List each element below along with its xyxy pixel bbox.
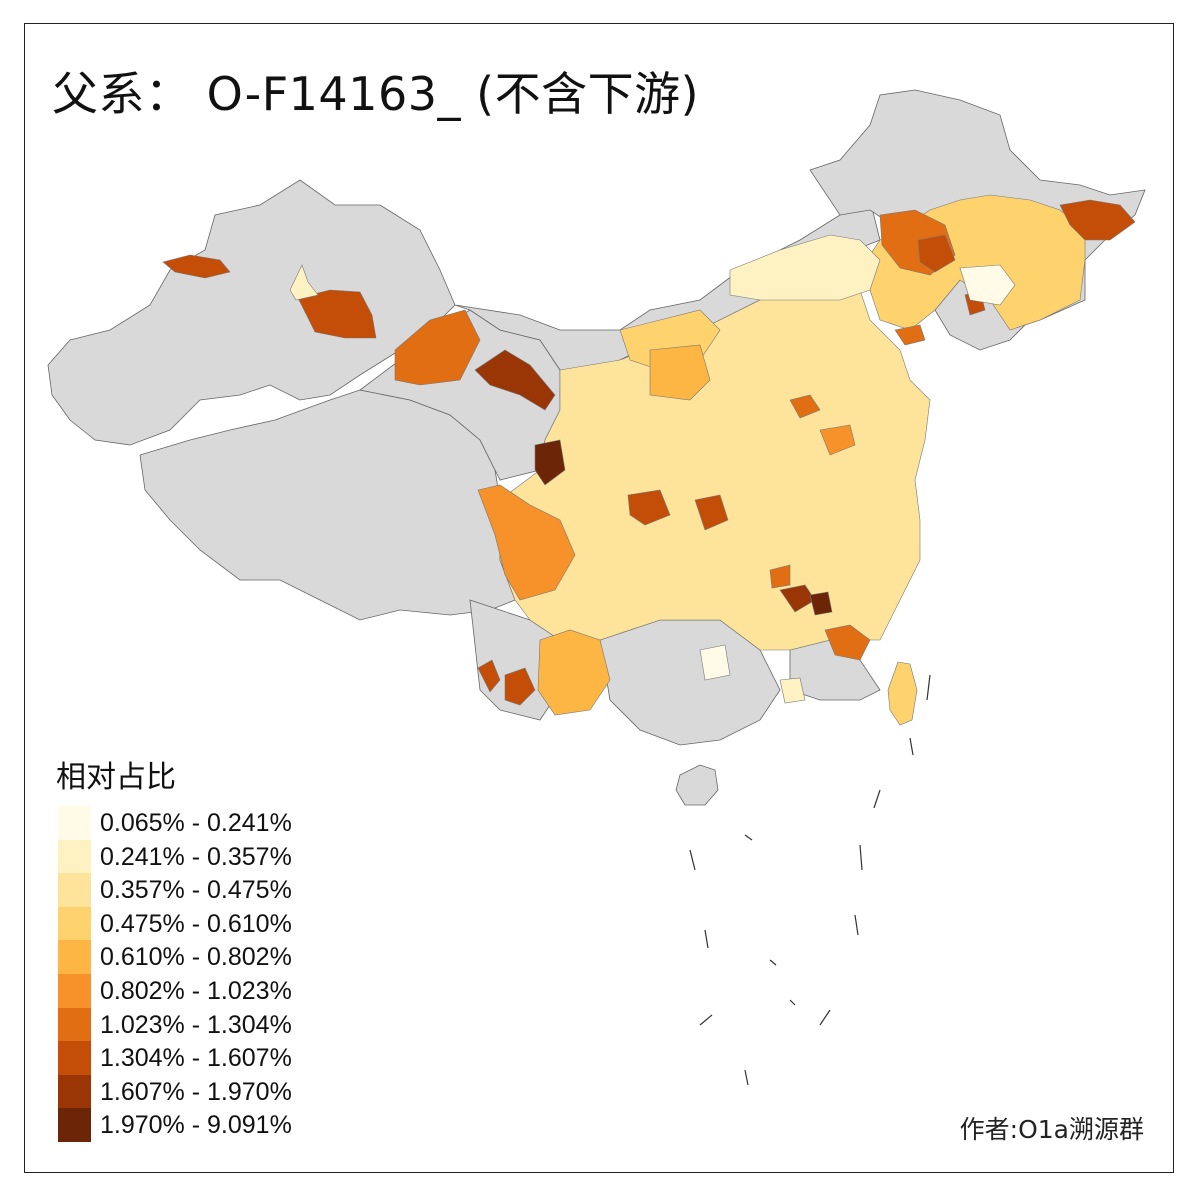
legend-swatch	[58, 1074, 91, 1109]
legend-label: 0.357% - 0.475%	[100, 876, 292, 905]
legend-swatch	[58, 873, 91, 907]
region-dehong	[477, 659, 501, 693]
region-shandong-orange	[819, 424, 856, 456]
region-liaoning-orange	[894, 324, 926, 346]
region-henan-dark	[694, 494, 729, 531]
legend-swatch	[58, 940, 91, 974]
south-sea-islands	[689, 674, 931, 1086]
region-gansu-orange	[394, 309, 481, 386]
legend-label: 1.023% - 1.304%	[100, 1010, 292, 1039]
legend-label: 1.607% - 1.970%	[100, 1077, 292, 1106]
legend-label: 0.610% - 0.802%	[100, 943, 292, 972]
legend-label: 1.970% - 9.091%	[100, 1111, 292, 1140]
region-hainan	[675, 764, 719, 806]
map-frame	[24, 23, 1174, 1173]
region-taiwan	[887, 661, 918, 726]
legend-label: 1.304% - 1.607%	[100, 1044, 292, 1073]
legend-label: 0.241% - 0.357%	[100, 842, 292, 871]
legend-swatch	[58, 806, 91, 840]
region-ordos	[649, 344, 711, 401]
region-guangxi-pale	[699, 644, 731, 681]
legend-swatch	[58, 1007, 91, 1042]
legend-swatch	[58, 1108, 91, 1142]
legend-title: 相对占比	[56, 760, 176, 795]
author-credit: 作者:O1a溯源群	[959, 1115, 1144, 1144]
region-shaanxi-dark	[627, 489, 671, 526]
legend-label: 0.475% - 0.610%	[100, 909, 292, 938]
legend-label: 0.802% - 1.023%	[100, 976, 292, 1005]
region-gansu-dark	[474, 349, 556, 411]
region-lincang	[504, 667, 536, 706]
data-regions	[162, 194, 1136, 726]
region-guangdong-pale	[779, 677, 806, 704]
region-karamay	[289, 264, 319, 301]
region-heihe	[1059, 199, 1136, 241]
legend-swatch	[58, 906, 91, 941]
legend-swatch	[58, 1041, 91, 1075]
region-urumqi-area	[297, 289, 377, 339]
legend-swatch	[58, 973, 91, 1008]
region-hinggan	[917, 234, 956, 273]
region-yili	[162, 254, 231, 279]
region-hunan-orange	[769, 564, 791, 589]
region-jilin-pale	[959, 264, 1016, 306]
region-tibet	[139, 389, 516, 621]
region-ganzi	[477, 484, 576, 601]
region-jiangxi-darkest	[809, 591, 833, 616]
region-qinghai-dark	[534, 439, 566, 486]
legend-swatch	[58, 839, 91, 874]
map-title: 父系： O-F14163_ (不含下游)	[52, 67, 700, 121]
region-fujian-orange	[824, 624, 871, 661]
region-hebei-orange	[789, 394, 821, 419]
region-inner-mongolia-colored	[729, 234, 881, 301]
legend-label: 0.065% - 0.241%	[100, 809, 292, 837]
region-yunnan-orange	[537, 629, 611, 716]
